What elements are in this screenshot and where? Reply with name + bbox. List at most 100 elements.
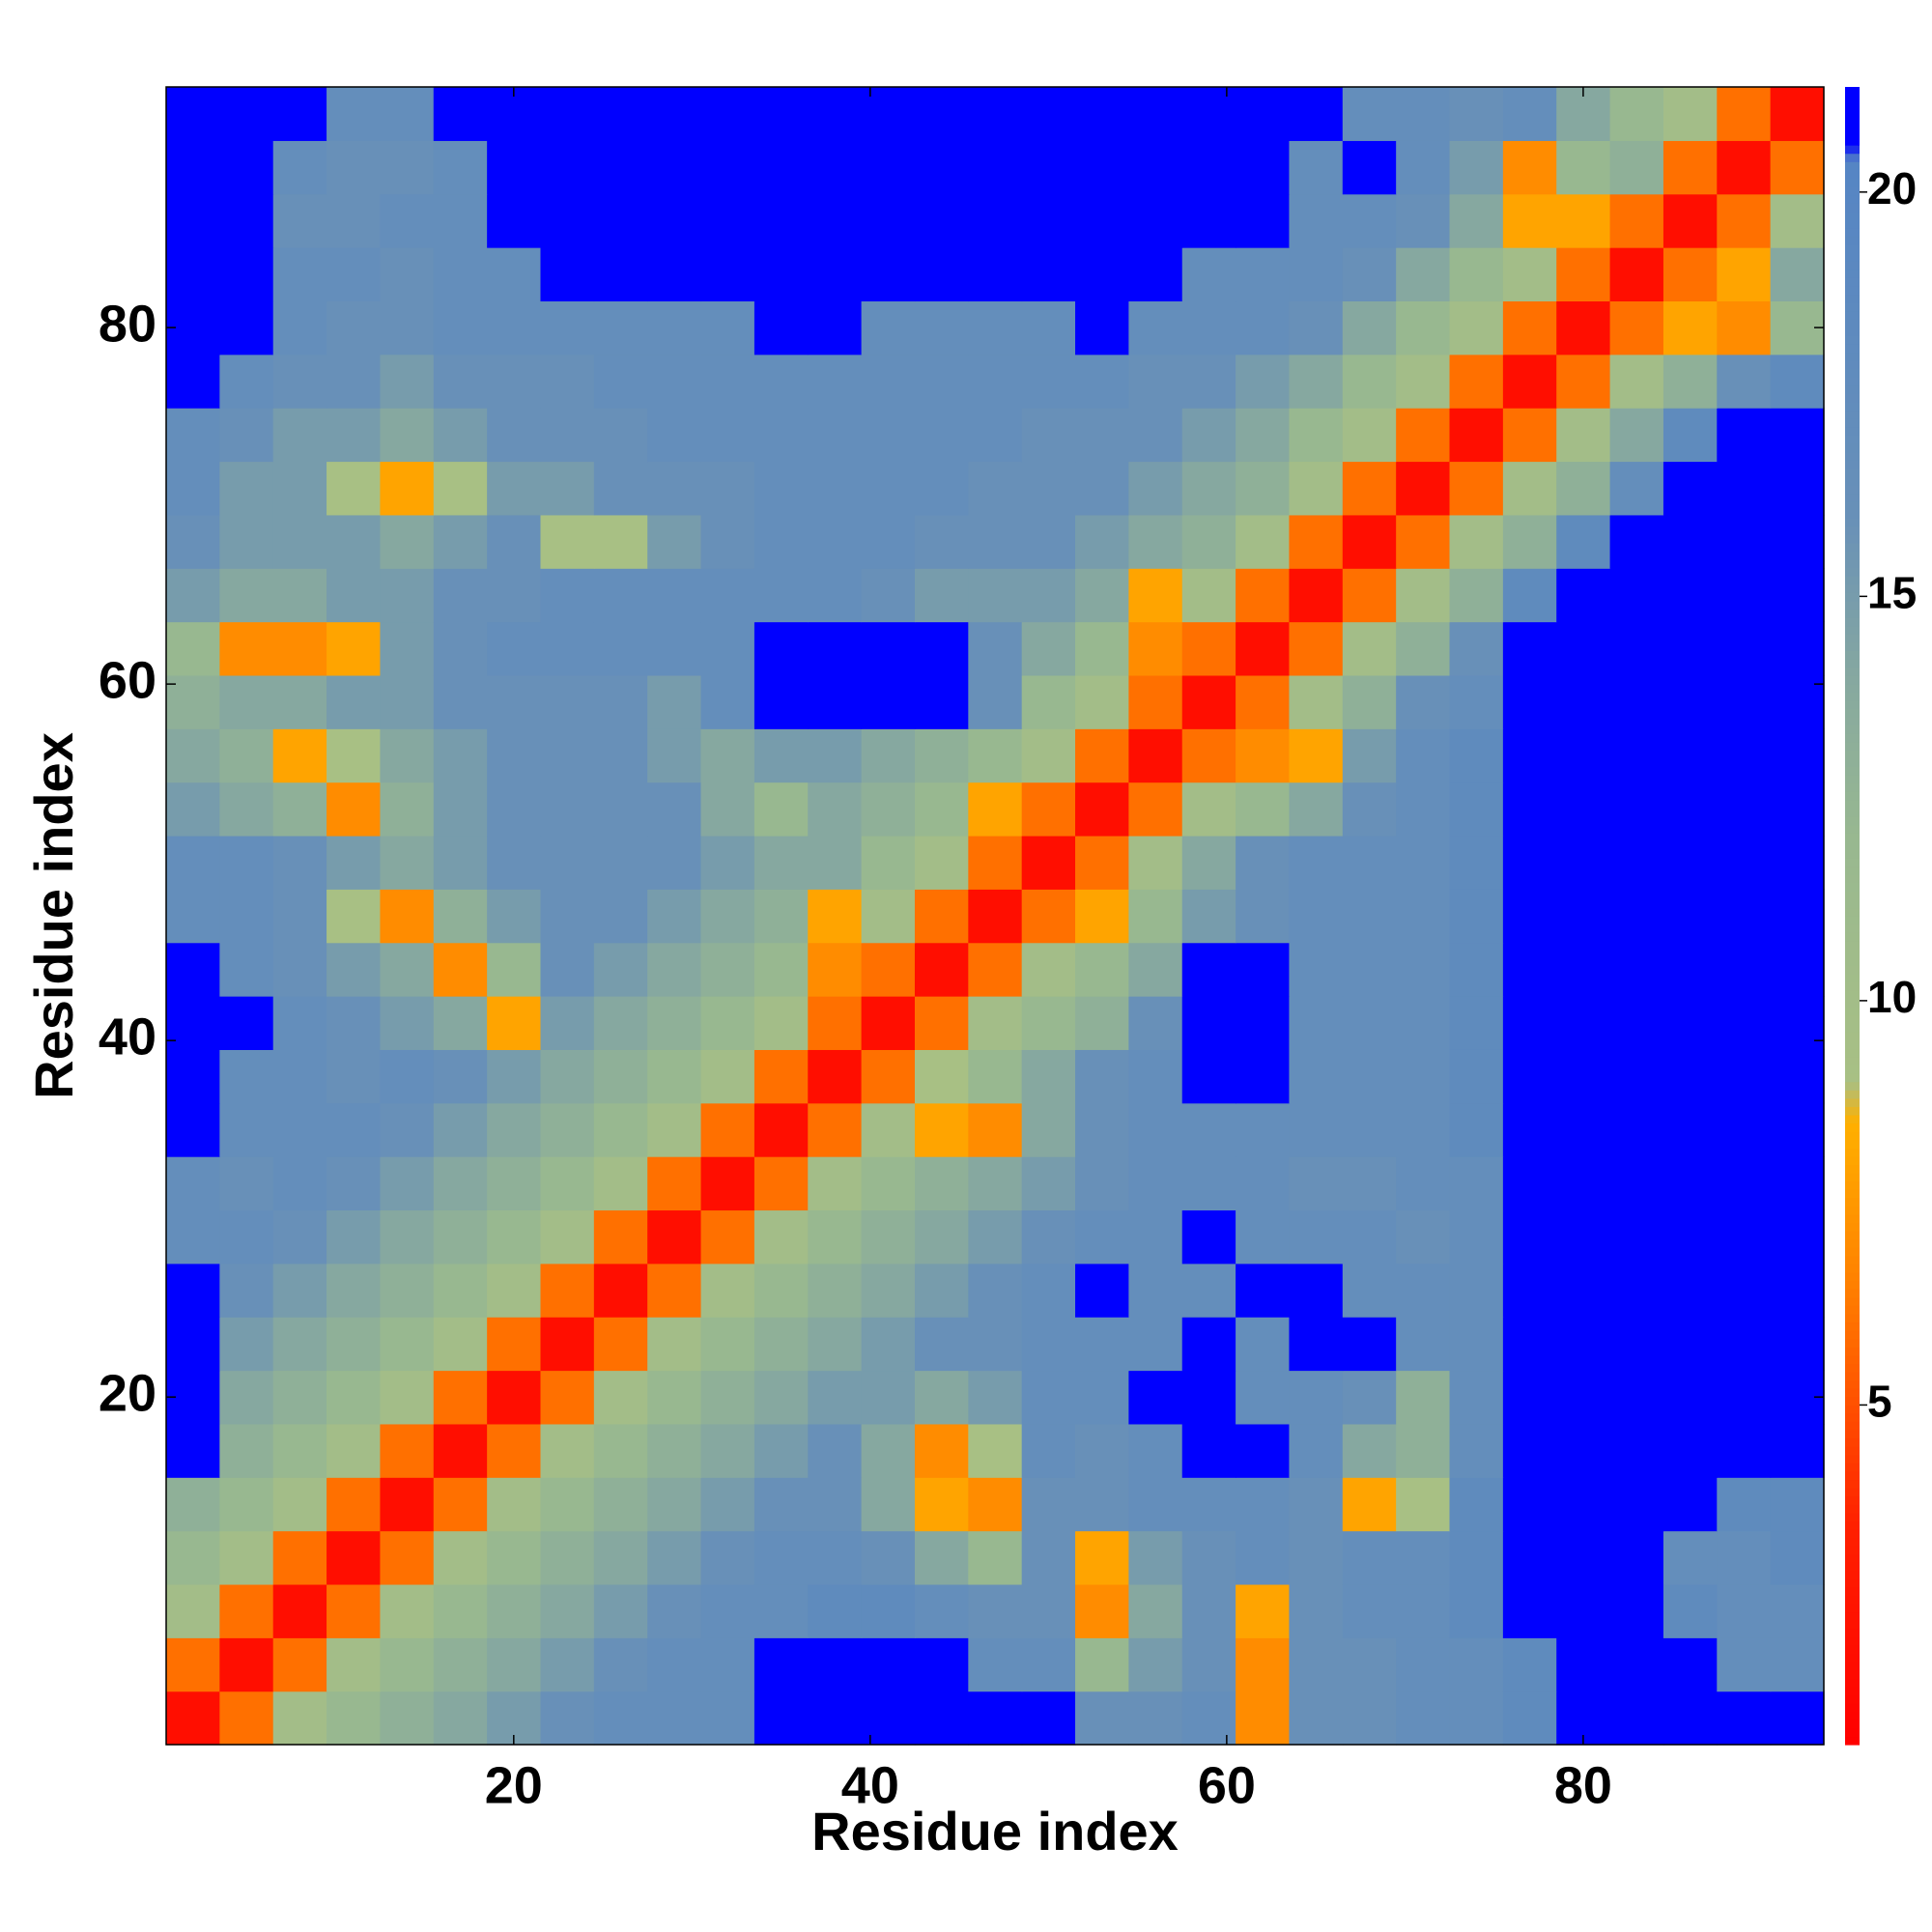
heatmap-cell xyxy=(1128,408,1183,463)
heatmap-cell xyxy=(1236,300,1291,355)
heatmap-cell xyxy=(380,300,435,355)
heatmap-cell xyxy=(1289,461,1344,516)
heatmap-cell xyxy=(1075,1477,1129,1532)
heatmap-cell xyxy=(487,1049,542,1104)
heatmap-cell xyxy=(166,1317,220,1372)
heatmap-cell xyxy=(1717,300,1772,355)
colorbar-segment xyxy=(1845,1139,1860,1149)
heatmap-cell xyxy=(1021,408,1076,463)
colorbar-segment xyxy=(1845,1454,1860,1463)
heatmap-cell xyxy=(861,568,916,623)
colorbar-segment xyxy=(1845,1512,1860,1521)
heatmap-cell xyxy=(380,889,435,944)
heatmap-cell xyxy=(968,942,1023,997)
heatmap-cell xyxy=(1449,889,1504,944)
heatmap-cell xyxy=(327,1209,382,1264)
colorbar-segment xyxy=(1845,932,1860,942)
heatmap-cell xyxy=(1181,461,1236,516)
heatmap-cell xyxy=(861,1263,916,1318)
heatmap-cell xyxy=(914,674,969,729)
heatmap-cell xyxy=(1021,889,1076,944)
heatmap-cell xyxy=(380,835,435,890)
heatmap-cell xyxy=(1128,193,1183,248)
heatmap-cell xyxy=(968,1317,1023,1372)
heatmap-cell xyxy=(1502,1049,1557,1104)
heatmap-cell xyxy=(1021,461,1076,516)
heatmap-cell xyxy=(647,1102,702,1157)
heatmap-cell xyxy=(1289,1423,1344,1478)
colorbar-segment xyxy=(1845,750,1860,759)
heatmap-cell xyxy=(1662,1317,1718,1372)
heatmap-cell xyxy=(1609,1370,1664,1425)
heatmap-cell xyxy=(1396,1156,1451,1211)
heatmap-cell xyxy=(753,408,809,463)
colorbar-segment xyxy=(1845,1719,1860,1729)
heatmap-cell xyxy=(647,300,702,355)
heatmap-cell xyxy=(219,1209,274,1264)
heatmap-cell xyxy=(1502,300,1557,355)
heatmap-cell xyxy=(1181,1477,1236,1532)
heatmap-cell xyxy=(1449,942,1504,997)
heatmap-cell xyxy=(1717,889,1772,944)
colorbar-segment xyxy=(1845,1321,1860,1331)
heatmap-cell xyxy=(1396,461,1451,516)
heatmap-cell xyxy=(380,996,435,1050)
colorbar-segment xyxy=(1845,360,1860,370)
heatmap-cell xyxy=(272,1477,327,1532)
heatmap-cell xyxy=(380,247,435,302)
heatmap-cell xyxy=(380,1102,435,1157)
heatmap-cell xyxy=(808,1690,863,1746)
heatmap-cell xyxy=(272,354,327,409)
heatmap-cell xyxy=(1021,674,1076,729)
heatmap-cell xyxy=(914,1530,969,1585)
heatmap-cell xyxy=(1717,1102,1772,1157)
heatmap-cell xyxy=(166,1530,220,1585)
heatmap-cell xyxy=(753,1690,809,1746)
heatmap-cell xyxy=(219,781,274,837)
heatmap-cell xyxy=(1021,514,1076,569)
colorbar-segment xyxy=(1845,1271,1860,1282)
colorbar-segment xyxy=(1845,377,1860,386)
heatmap-cell xyxy=(700,1049,755,1104)
heatmap-cell xyxy=(914,942,969,997)
heatmap-cell xyxy=(1181,1423,1236,1478)
heatmap-cell xyxy=(914,300,969,355)
heatmap-cell xyxy=(1342,87,1397,141)
colorbar-segment xyxy=(1845,169,1860,179)
colorbar-segment xyxy=(1845,965,1860,975)
heatmap-cell xyxy=(1236,1263,1291,1318)
heatmap-cell xyxy=(1342,1102,1397,1157)
heatmap-cell xyxy=(647,1370,702,1425)
heatmap-cell xyxy=(700,942,755,997)
colorbar-segment xyxy=(1845,352,1860,361)
heatmap-cell xyxy=(1556,300,1611,355)
heatmap-cell xyxy=(1021,1317,1076,1372)
heatmap-cell xyxy=(968,568,1023,623)
colorbar-segment xyxy=(1845,1570,1860,1579)
heatmap-cell xyxy=(1342,1690,1397,1746)
heatmap-cell xyxy=(1181,568,1236,623)
heatmap-cell xyxy=(272,408,327,463)
heatmap-cell xyxy=(380,1637,435,1692)
heatmap-cell xyxy=(1396,1690,1451,1746)
heatmap-cell xyxy=(593,728,648,783)
colorbar-segment xyxy=(1845,526,1860,535)
heatmap-cell xyxy=(1502,1370,1557,1425)
heatmap-cell xyxy=(1289,1209,1344,1264)
heatmap-cell xyxy=(1021,1423,1076,1478)
heatmap-cell xyxy=(647,1690,702,1746)
heatmap-cell xyxy=(914,889,969,944)
heatmap-cell xyxy=(1502,87,1557,141)
heatmap-cell xyxy=(1662,87,1718,141)
heatmap-cell xyxy=(272,1102,327,1157)
heatmap-cell xyxy=(1075,1637,1129,1692)
heatmap-cell xyxy=(1128,1370,1183,1425)
heatmap-cell xyxy=(1342,621,1397,676)
heatmap-cell xyxy=(540,1477,595,1532)
plot-frame xyxy=(165,86,1825,1746)
colorbar-segment xyxy=(1845,451,1860,461)
heatmap-cell xyxy=(433,621,488,676)
heatmap-cell xyxy=(1717,1317,1772,1372)
heatmap-cell xyxy=(1396,996,1451,1050)
heatmap-cell xyxy=(1556,1049,1611,1104)
